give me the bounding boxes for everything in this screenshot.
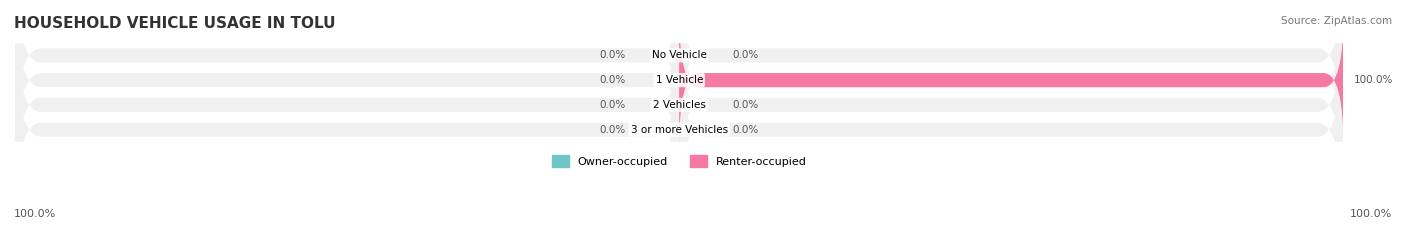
Text: 0.0%: 0.0%	[600, 125, 626, 135]
FancyBboxPatch shape	[15, 0, 679, 172]
FancyBboxPatch shape	[679, 0, 1344, 172]
Text: 100.0%: 100.0%	[1354, 75, 1393, 85]
Text: 0.0%: 0.0%	[733, 50, 759, 60]
Text: 3 or more Vehicles: 3 or more Vehicles	[631, 125, 728, 135]
Text: No Vehicle: No Vehicle	[652, 50, 707, 60]
FancyBboxPatch shape	[15, 38, 679, 222]
Text: 1 Vehicle: 1 Vehicle	[655, 75, 703, 85]
Text: 100.0%: 100.0%	[14, 209, 56, 219]
Legend: Owner-occupied, Renter-occupied: Owner-occupied, Renter-occupied	[547, 151, 811, 171]
Text: 0.0%: 0.0%	[600, 100, 626, 110]
FancyBboxPatch shape	[679, 38, 1344, 222]
Text: HOUSEHOLD VEHICLE USAGE IN TOLU: HOUSEHOLD VEHICLE USAGE IN TOLU	[14, 16, 336, 31]
Text: 2 Vehicles: 2 Vehicles	[652, 100, 706, 110]
Text: 0.0%: 0.0%	[600, 50, 626, 60]
FancyBboxPatch shape	[679, 0, 1344, 147]
Text: 0.0%: 0.0%	[733, 125, 759, 135]
FancyBboxPatch shape	[15, 0, 679, 147]
Text: 0.0%: 0.0%	[733, 100, 759, 110]
FancyBboxPatch shape	[679, 13, 1344, 147]
Text: 100.0%: 100.0%	[1350, 209, 1392, 219]
FancyBboxPatch shape	[679, 13, 1344, 197]
FancyBboxPatch shape	[15, 13, 679, 197]
Text: Source: ZipAtlas.com: Source: ZipAtlas.com	[1281, 16, 1392, 26]
Text: 0.0%: 0.0%	[600, 75, 626, 85]
